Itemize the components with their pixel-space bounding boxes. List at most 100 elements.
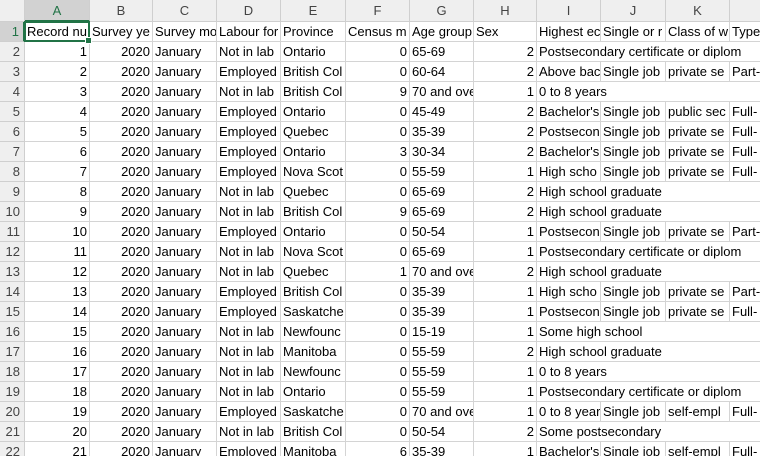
cell[interactable]: private se — [666, 282, 729, 301]
cell[interactable]: British Col — [281, 62, 345, 81]
cell[interactable]: Single job — [601, 302, 665, 321]
cell[interactable]: Highest ec — [537, 22, 600, 41]
cell[interactable]: 2020 — [90, 422, 152, 441]
cell[interactable]: Employed — [217, 122, 280, 141]
cell[interactable]: Not in lab — [217, 362, 280, 381]
cell[interactable]: 2 — [474, 182, 536, 201]
cell[interactable]: January — [153, 282, 216, 301]
cell[interactable]: 1 — [474, 162, 536, 181]
cell[interactable]: Full- — [730, 442, 760, 456]
cell[interactable]: January — [153, 262, 216, 281]
cell[interactable]: Ontario — [281, 102, 345, 121]
cell[interactable]: 2020 — [90, 362, 152, 381]
cell[interactable]: 70 and ove — [410, 262, 473, 281]
row-header[interactable]: 1 — [0, 22, 25, 42]
cell[interactable]: 35-39 — [410, 122, 473, 141]
cell[interactable]: 1 — [474, 242, 536, 261]
cell[interactable]: Single job — [601, 162, 665, 181]
cell[interactable]: Not in lab — [217, 422, 280, 441]
cell[interactable]: self-empl — [666, 402, 729, 421]
cell[interactable]: 2020 — [90, 82, 152, 101]
cell[interactable]: Class of w — [666, 22, 729, 41]
cell[interactable]: Not in lab — [217, 82, 280, 101]
cell[interactable]: Ontario — [281, 222, 345, 241]
cell[interactable]: 50-54 — [410, 422, 473, 441]
cell[interactable]: Not in lab — [217, 242, 280, 261]
cell[interactable]: 0 — [346, 242, 409, 261]
cell[interactable]: Province — [281, 22, 345, 41]
cell[interactable]: Not in lab — [217, 202, 280, 221]
cell[interactable]: private se — [666, 302, 729, 321]
cell[interactable]: 2020 — [90, 302, 152, 321]
cell[interactable]: British Col — [281, 82, 345, 101]
row-header[interactable]: 21 — [0, 422, 25, 442]
cell[interactable]: Quebec — [281, 122, 345, 141]
cell[interactable]: 2020 — [90, 42, 152, 61]
cell[interactable]: 2020 — [90, 222, 152, 241]
cell[interactable]: 55-59 — [410, 162, 473, 181]
cell[interactable]: Some high school — [537, 322, 760, 341]
cell[interactable]: 1 — [474, 402, 536, 421]
cell[interactable]: 0 — [346, 42, 409, 61]
cell[interactable]: Single job — [601, 142, 665, 161]
cell[interactable]: 35-39 — [410, 302, 473, 321]
cell[interactable]: Part- — [730, 62, 760, 81]
cell[interactable]: 2020 — [90, 62, 152, 81]
cell[interactable]: 3 — [346, 142, 409, 161]
row-header[interactable]: 2 — [0, 42, 25, 62]
cell[interactable]: 8 — [25, 182, 89, 201]
cell[interactable]: British Col — [281, 202, 345, 221]
cell[interactable]: private se — [666, 222, 729, 241]
column-header[interactable]: J — [601, 0, 666, 22]
cell[interactable]: 55-59 — [410, 362, 473, 381]
cell[interactable]: Nova Scot — [281, 162, 345, 181]
cell[interactable]: Not in lab — [217, 262, 280, 281]
row-header[interactable]: 5 — [0, 102, 25, 122]
cell[interactable]: Newfounc — [281, 362, 345, 381]
column-header[interactable]: B — [90, 0, 153, 22]
column-header[interactable]: F — [346, 0, 410, 22]
cell[interactable]: private se — [666, 62, 729, 81]
cell[interactable]: Not in lab — [217, 322, 280, 341]
cell[interactable]: Employed — [217, 302, 280, 321]
cell[interactable]: Quebec — [281, 182, 345, 201]
cell[interactable]: 2020 — [90, 182, 152, 201]
cell[interactable]: private se — [666, 122, 729, 141]
cell[interactable]: 50-54 — [410, 222, 473, 241]
cell[interactable]: 2 — [474, 262, 536, 281]
cell[interactable]: Labour for — [217, 22, 280, 41]
cell[interactable]: 0 — [346, 322, 409, 341]
cell[interactable]: January — [153, 442, 216, 456]
cell[interactable]: Postsecon — [537, 302, 600, 321]
cell[interactable]: 2020 — [90, 442, 152, 456]
row-header[interactable]: 17 — [0, 342, 25, 362]
cell[interactable]: 65-69 — [410, 182, 473, 201]
cell[interactable]: 0 — [346, 222, 409, 241]
cell[interactable]: 65-69 — [410, 42, 473, 61]
cell[interactable]: 0 — [346, 382, 409, 401]
cell[interactable]: 5 — [25, 122, 89, 141]
cell[interactable]: 1 — [474, 442, 536, 456]
cell[interactable]: British Col — [281, 282, 345, 301]
cell[interactable]: Employed — [217, 442, 280, 456]
row-header[interactable]: 6 — [0, 122, 25, 142]
cell[interactable]: 0 to 8 years — [537, 362, 760, 381]
cell[interactable]: January — [153, 162, 216, 181]
cell[interactable]: Single job — [601, 442, 665, 456]
cell[interactable]: Employed — [217, 402, 280, 421]
cell[interactable]: 1 — [474, 362, 536, 381]
cell[interactable]: 11 — [25, 242, 89, 261]
cell[interactable]: public sec — [666, 102, 729, 121]
cell[interactable]: Single job — [601, 282, 665, 301]
cell[interactable]: Postsecon — [537, 222, 600, 241]
row-header[interactable]: 20 — [0, 402, 25, 422]
cell[interactable]: 10 — [25, 222, 89, 241]
cell[interactable]: 2020 — [90, 262, 152, 281]
cell[interactable]: Age group — [410, 22, 473, 41]
cell[interactable]: 0 — [346, 302, 409, 321]
cell[interactable]: 35-39 — [410, 282, 473, 301]
cell[interactable]: Nova Scot — [281, 242, 345, 261]
cell[interactable]: Saskatche — [281, 402, 345, 421]
column-header[interactable]: I — [537, 0, 601, 22]
column-header[interactable]: C — [153, 0, 217, 22]
